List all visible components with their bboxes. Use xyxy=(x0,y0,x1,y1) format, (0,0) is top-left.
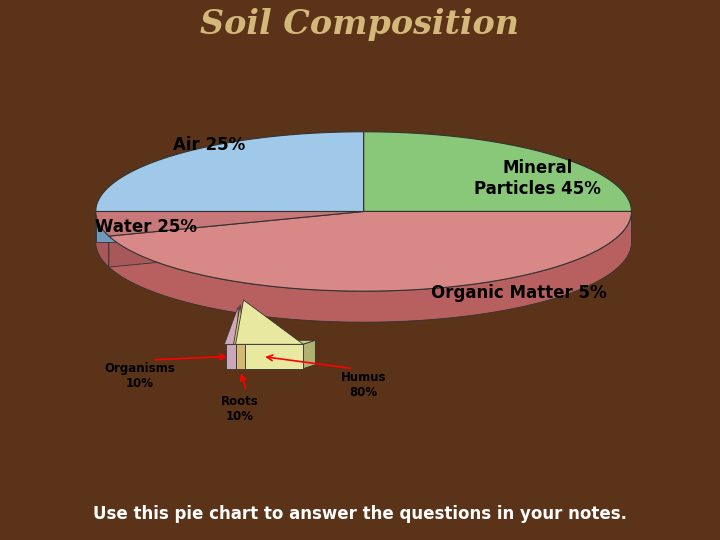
Text: Humus
80%: Humus 80% xyxy=(341,371,387,399)
Polygon shape xyxy=(233,305,245,345)
Text: Use this pie chart to answer the questions in your notes.: Use this pie chart to answer the questio… xyxy=(93,505,627,523)
Polygon shape xyxy=(226,340,315,345)
Polygon shape xyxy=(109,212,631,322)
Text: Mineral
Particles 45%: Mineral Particles 45% xyxy=(474,159,601,198)
Bar xyxy=(226,345,235,369)
Polygon shape xyxy=(96,212,364,236)
Text: Organisms
10%: Organisms 10% xyxy=(104,362,175,390)
Polygon shape xyxy=(364,132,631,212)
Polygon shape xyxy=(225,307,238,345)
Text: Air 25%: Air 25% xyxy=(174,136,246,154)
Polygon shape xyxy=(96,212,109,267)
Polygon shape xyxy=(96,132,364,212)
Polygon shape xyxy=(109,212,631,291)
Polygon shape xyxy=(109,212,364,267)
Polygon shape xyxy=(303,340,315,369)
Bar xyxy=(235,345,245,369)
Text: Organic Matter 5%: Organic Matter 5% xyxy=(431,285,606,302)
Bar xyxy=(245,345,303,369)
Polygon shape xyxy=(96,212,364,242)
Text: Water 25%: Water 25% xyxy=(95,218,197,236)
Text: Soil Composition: Soil Composition xyxy=(200,8,520,41)
Polygon shape xyxy=(235,300,303,345)
Text: Roots
10%: Roots 10% xyxy=(221,395,258,423)
